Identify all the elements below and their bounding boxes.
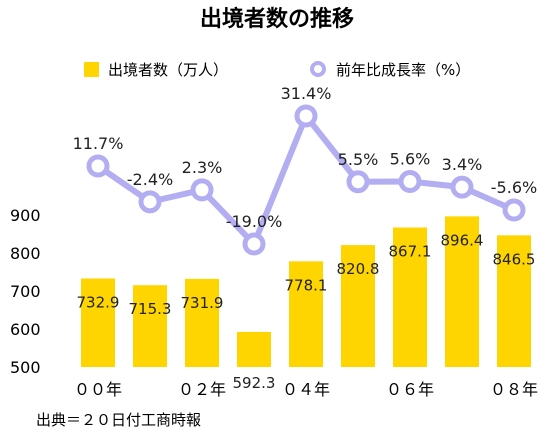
source-note: 出典＝２０日付工商時報 (36, 411, 201, 429)
bar (289, 261, 323, 367)
legend: 出境者数（万人） 前年比成長率（%） (84, 61, 470, 79)
bar-data-label: 896.4 (441, 231, 484, 249)
line-point (242, 232, 266, 256)
bar (133, 285, 167, 367)
bar (497, 235, 531, 367)
bar-data-label: 715.3 (129, 300, 172, 318)
line-data-label: 5.6% (390, 150, 431, 169)
bar-data-label: 846.5 (493, 250, 536, 268)
x-axis: ００年 ０２年 ０４年 ０６年 ０８年 (74, 380, 538, 399)
bar-data-label: 867.1 (389, 243, 432, 261)
line-point (450, 175, 474, 199)
x-tick-label: ０２年 (178, 380, 226, 399)
legend-bar-swatch (84, 62, 99, 77)
x-tick-label: ０８年 (490, 380, 538, 399)
line-point (502, 198, 526, 222)
chart-title: 出境者数の推移 (200, 6, 354, 32)
line-data-label: -5.6% (491, 178, 537, 197)
line-data-label: 3.4% (442, 155, 483, 174)
line-data-label: 2.3% (182, 158, 223, 177)
bar-data-label: 820.8 (337, 260, 380, 278)
bar (445, 216, 479, 367)
line-labels: 11.7%-2.4% 2.3% -19.0% 31.4% 5.5% 5.6% 3.4% -5.… (73, 84, 538, 231)
line-point (138, 190, 162, 214)
x-tick-label: ００年 (74, 380, 122, 399)
bar-data-label: 732.9 (77, 293, 120, 311)
line-point (190, 178, 214, 202)
bar (341, 245, 375, 367)
legend-line-swatch (310, 61, 326, 77)
bar (185, 278, 219, 367)
bar (237, 331, 271, 367)
bar-labels: 732.9 715.3 731.9 592.3 778.1 820.8 867.1 896.4… (77, 231, 536, 392)
y-tick-label: 500 (10, 358, 41, 377)
bar-data-label: 731.9 (181, 294, 224, 312)
y-axis: 500 600 700 800 900 (10, 206, 41, 377)
legend-bar-label: 出境者数（万人） (108, 61, 228, 79)
line-series (86, 104, 526, 256)
line-point (294, 104, 318, 128)
line-data-label: 31.4% (281, 84, 332, 103)
line-data-label: -2.4% (127, 170, 173, 189)
y-tick-label: 600 (10, 320, 41, 339)
y-tick-label: 700 (10, 282, 41, 301)
bar-data-label: 592.3 (233, 374, 276, 392)
bar (393, 227, 427, 367)
x-tick-label: ０４年 (282, 380, 330, 399)
y-tick-label: 800 (10, 244, 41, 263)
line-point (346, 170, 370, 194)
bar (81, 278, 115, 367)
line-point (86, 154, 110, 178)
line-data-label: -19.0% (226, 212, 283, 231)
bar-series (81, 216, 531, 367)
line-point (398, 170, 422, 194)
legend-line-label: 前年比成長率（%） (336, 61, 470, 79)
line-data-label: 5.5% (338, 150, 379, 169)
line-data-label: 11.7% (73, 134, 124, 153)
y-tick-label: 900 (10, 206, 41, 225)
x-tick-label: ０６年 (386, 380, 434, 399)
bar-data-label: 778.1 (285, 276, 328, 294)
